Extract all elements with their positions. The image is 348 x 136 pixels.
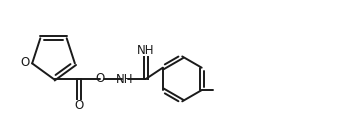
Text: O: O: [74, 99, 84, 112]
Text: NH: NH: [137, 44, 155, 57]
Text: O: O: [20, 56, 30, 69]
Text: NH: NH: [116, 73, 133, 86]
Text: O: O: [95, 72, 104, 85]
